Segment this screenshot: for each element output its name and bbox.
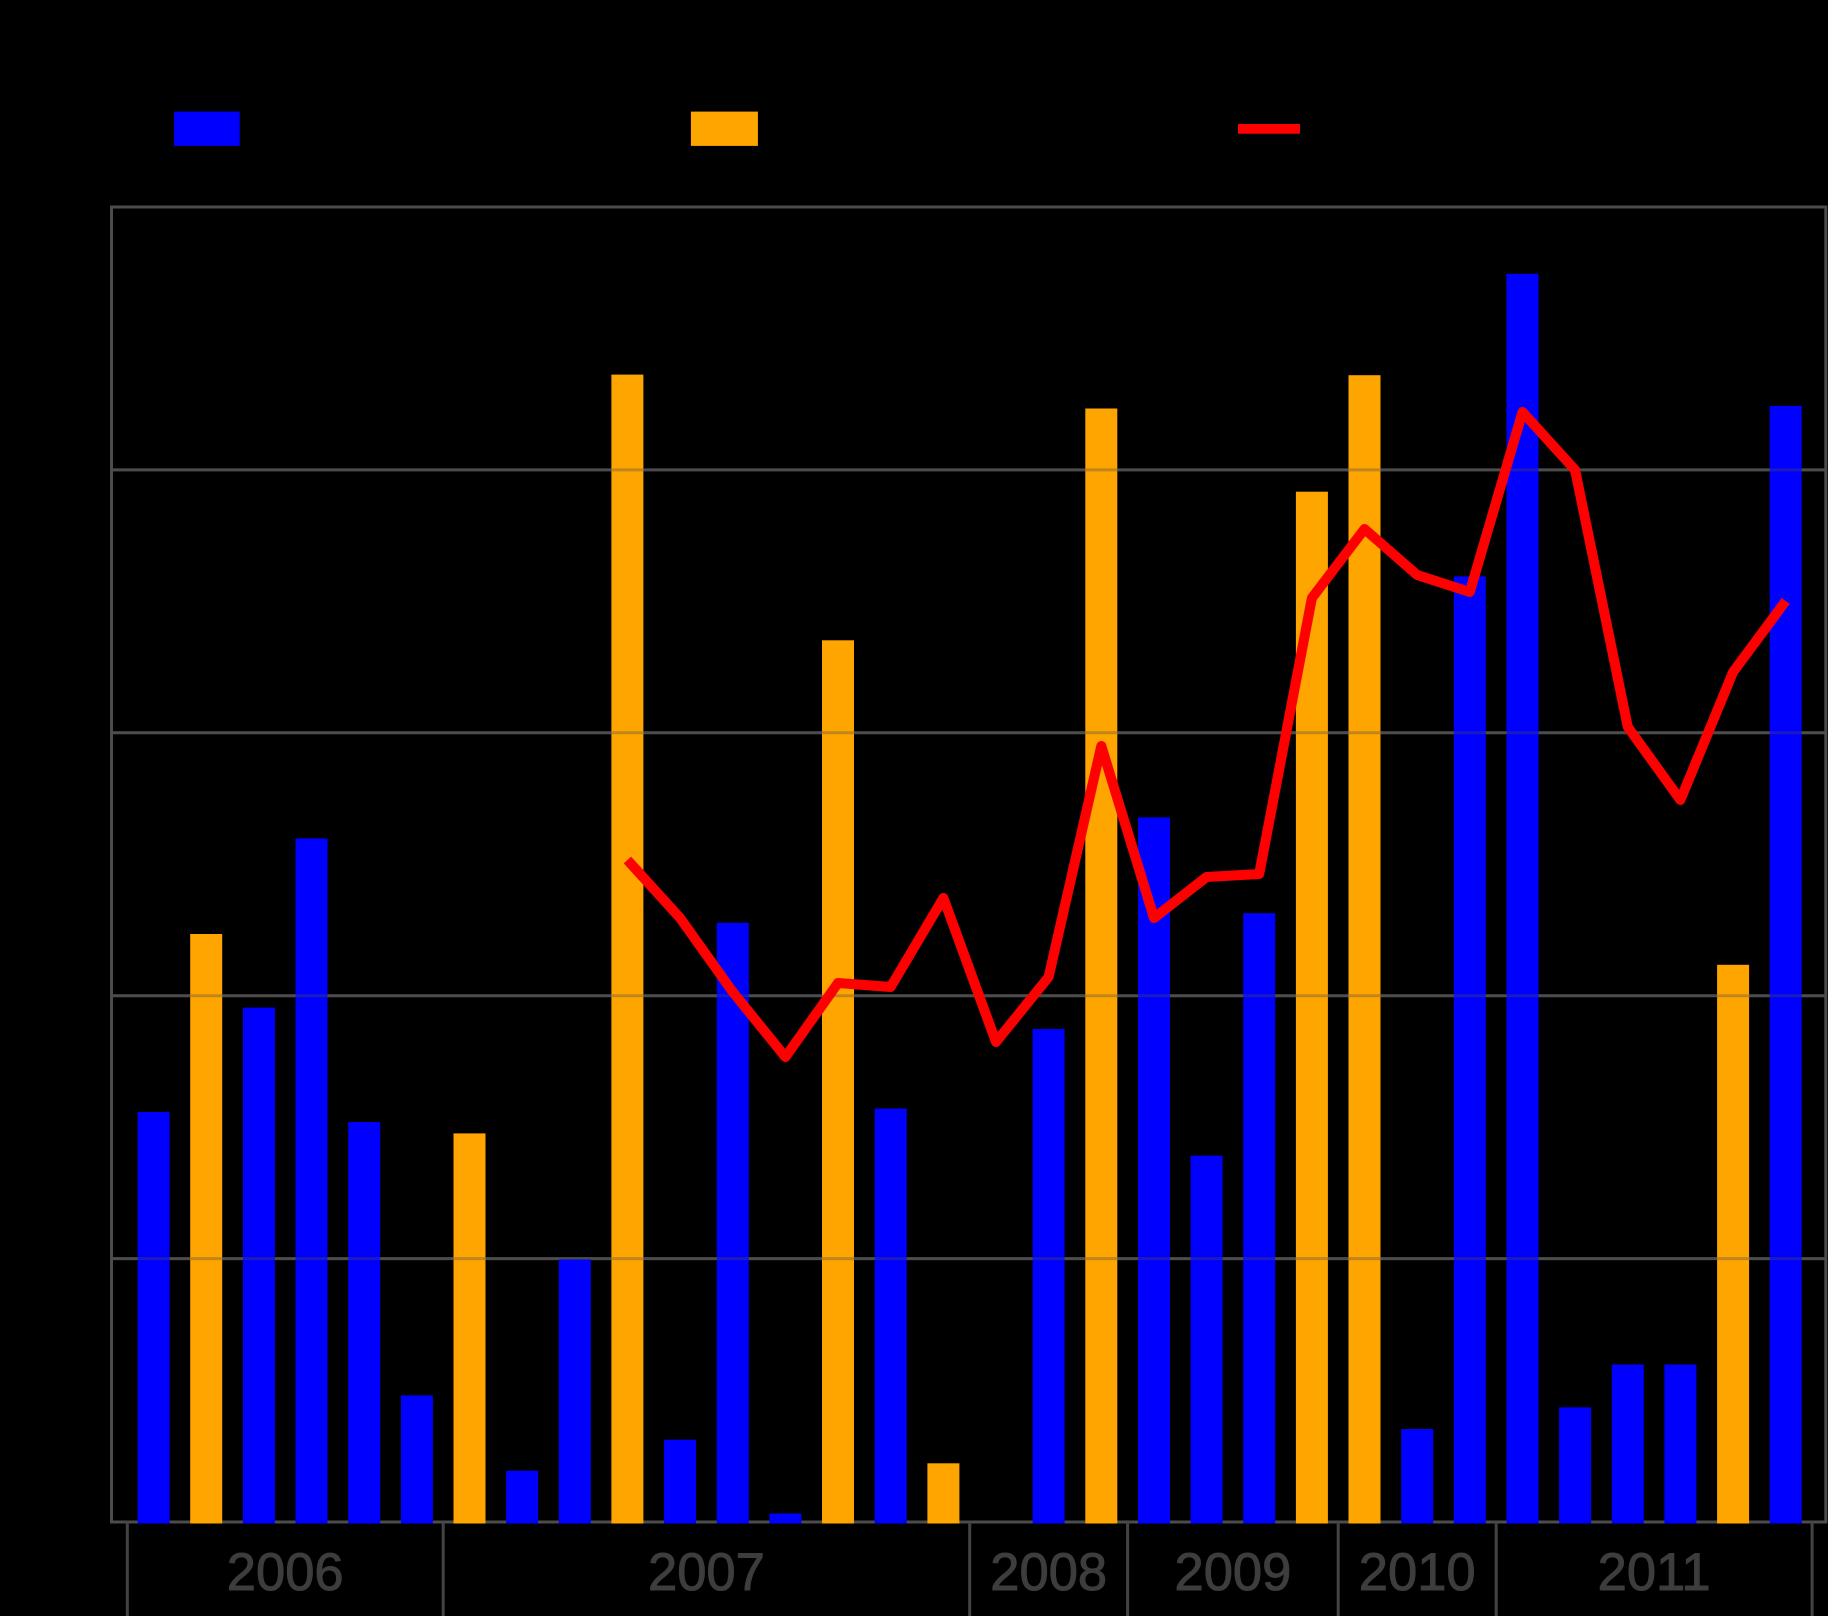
svg-text:2008: 2008 bbox=[990, 1543, 1107, 1602]
svg-text:2011: 2011 bbox=[1598, 1543, 1711, 1602]
svg-text:2006: 2006 bbox=[227, 1543, 344, 1602]
svg-text:2007: 2007 bbox=[648, 1543, 765, 1602]
svg-text:2009: 2009 bbox=[1175, 1543, 1292, 1602]
svg-text:2010: 2010 bbox=[1359, 1543, 1476, 1602]
